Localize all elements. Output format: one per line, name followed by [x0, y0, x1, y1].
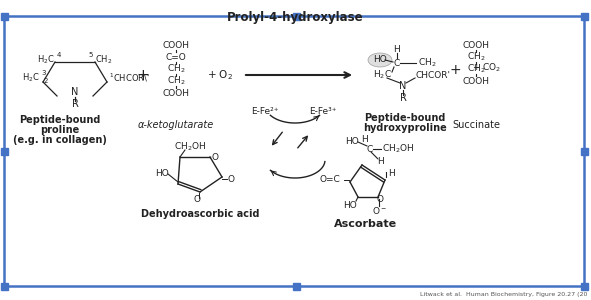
Bar: [1, 13, 8, 20]
Text: C: C: [367, 145, 373, 154]
Text: H: H: [388, 169, 395, 178]
Text: O=C: O=C: [319, 176, 340, 184]
Text: H$_2$C: H$_2$C: [37, 54, 55, 66]
Text: CH$_2$: CH$_2$: [467, 63, 485, 75]
Text: O: O: [193, 196, 200, 205]
Text: $^1$CHCOR\': $^1$CHCOR\': [109, 72, 150, 84]
Text: H$_2$C: H$_2$C: [372, 69, 391, 81]
Text: +: +: [137, 68, 150, 82]
Bar: [293, 13, 300, 20]
Text: O: O: [228, 176, 235, 184]
Text: O$^-$: O$^-$: [372, 205, 388, 215]
Text: hydroxyproline: hydroxyproline: [363, 123, 447, 133]
Text: COOH: COOH: [163, 40, 190, 50]
Text: C: C: [394, 58, 400, 68]
Text: CH$_2$: CH$_2$: [167, 75, 185, 87]
Text: HO: HO: [155, 169, 169, 178]
Text: HO: HO: [343, 200, 357, 209]
Text: E-Fe³⁺: E-Fe³⁺: [309, 107, 337, 116]
Text: α-ketoglutarate: α-ketoglutarate: [138, 120, 214, 130]
Text: CH$_2$: CH$_2$: [418, 57, 437, 69]
Bar: [1, 148, 8, 154]
Bar: [580, 148, 587, 154]
Text: H: H: [362, 136, 368, 145]
Text: Peptide-bound: Peptide-bound: [20, 115, 100, 125]
Text: H$_2$C: H$_2$C: [22, 72, 40, 84]
Text: O: O: [212, 152, 219, 161]
Text: CH$_2$: CH$_2$: [167, 63, 185, 75]
Bar: [1, 283, 8, 290]
Text: (e.g. in collagen): (e.g. in collagen): [13, 135, 107, 145]
Text: C=O: C=O: [165, 52, 186, 62]
Text: CH$_2$: CH$_2$: [95, 54, 112, 66]
Text: proline: proline: [40, 125, 80, 135]
Text: Prolyl-4-hydroxylase: Prolyl-4-hydroxylase: [227, 11, 363, 23]
Text: COOH: COOH: [163, 88, 190, 98]
Bar: [580, 13, 587, 20]
Text: Litwack et al.  Human Biochemistry, Figure 20.27 (20: Litwack et al. Human Biochemistry, Figur…: [420, 292, 587, 297]
Text: O: O: [376, 196, 384, 205]
Text: Peptide-bound: Peptide-bound: [364, 113, 446, 123]
Text: CH$_2$OH: CH$_2$OH: [382, 143, 414, 155]
Text: R: R: [72, 99, 79, 109]
Text: CH$_2$OH: CH$_2$OH: [174, 141, 206, 153]
Text: + CO$_2$: + CO$_2$: [472, 62, 501, 74]
Bar: [580, 283, 587, 290]
Text: R: R: [400, 93, 407, 103]
Text: 5: 5: [89, 52, 93, 58]
Text: Ascorbate: Ascorbate: [333, 219, 397, 229]
Text: H: H: [376, 158, 384, 166]
Text: CH$_2$: CH$_2$: [467, 51, 485, 63]
Text: HO: HO: [345, 137, 359, 146]
Bar: [293, 283, 300, 290]
Text: HO: HO: [373, 56, 387, 64]
Text: CHCOR': CHCOR': [415, 70, 450, 80]
Text: Dehydroascorbic acid: Dehydroascorbic acid: [141, 209, 259, 219]
Text: E-Fe²⁺: E-Fe²⁺: [251, 107, 279, 116]
Text: Succinate: Succinate: [452, 120, 500, 130]
Text: COOH: COOH: [463, 76, 489, 85]
Text: + O$_2$: + O$_2$: [207, 68, 233, 82]
Text: N: N: [72, 87, 79, 97]
Text: 3: 3: [41, 70, 46, 76]
Text: 2: 2: [44, 78, 48, 84]
Text: 4: 4: [57, 52, 61, 58]
Ellipse shape: [368, 53, 392, 67]
Text: N: N: [400, 81, 407, 91]
Text: H: H: [394, 46, 400, 55]
Text: COOH: COOH: [463, 40, 489, 50]
Text: +: +: [449, 63, 461, 77]
